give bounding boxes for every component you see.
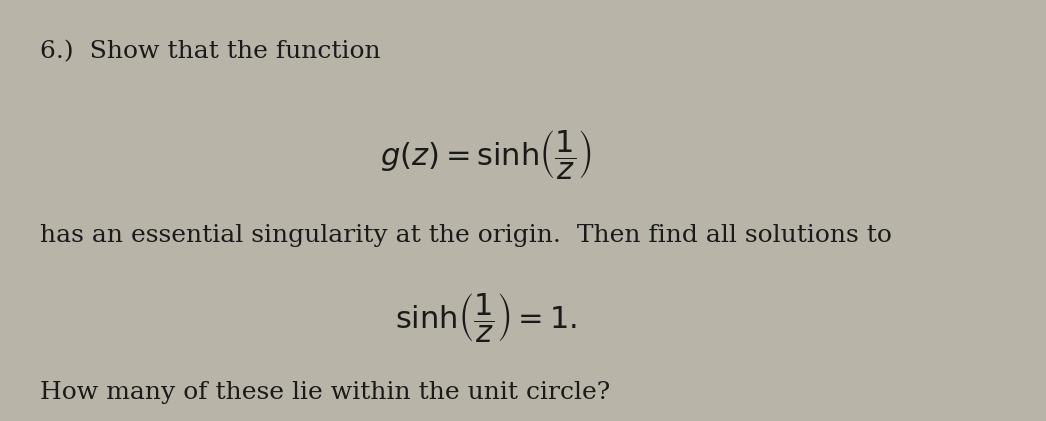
Text: has an essential singularity at the origin.  Then find all solutions to: has an essential singularity at the orig…: [40, 224, 892, 247]
Text: $\sinh\!\left(\dfrac{1}{z}\right) = 1.$: $\sinh\!\left(\dfrac{1}{z}\right) = 1.$: [395, 290, 577, 344]
Text: How many of these lie within the unit circle?: How many of these lie within the unit ci…: [40, 381, 611, 404]
Text: $g(z) = \sinh\!\left(\dfrac{1}{z}\right)$: $g(z) = \sinh\!\left(\dfrac{1}{z}\right)…: [380, 128, 592, 181]
Text: 6.)  Show that the function: 6.) Show that the function: [40, 40, 381, 63]
